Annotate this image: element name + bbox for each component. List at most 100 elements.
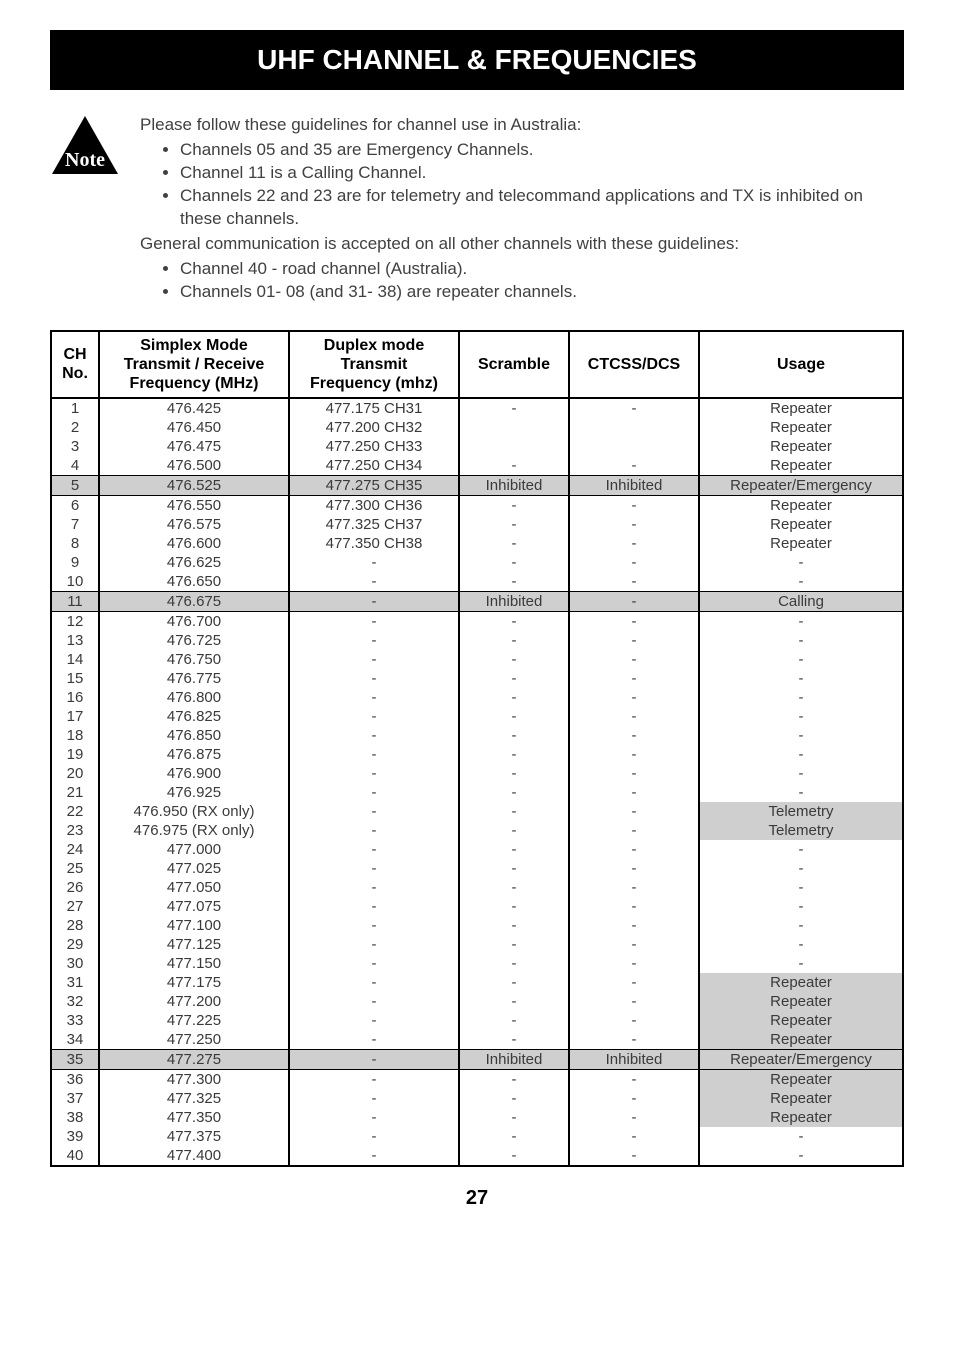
table-cell: Repeater (699, 398, 903, 418)
table-cell: 19 (51, 745, 99, 764)
table-cell: 4 (51, 456, 99, 476)
table-cell: 476.950 (RX only) (99, 802, 289, 821)
table-cell: 476.725 (99, 631, 289, 650)
table-cell: - (459, 954, 569, 973)
table-cell: Repeater (699, 992, 903, 1011)
table-cell: Repeater (699, 1030, 903, 1050)
table-cell: - (289, 1050, 459, 1070)
header-ch: CHNo. (51, 331, 99, 399)
table-row: 1476.425477.175 CH31--Repeater (51, 398, 903, 418)
table-cell: - (569, 935, 699, 954)
table-cell: - (459, 553, 569, 572)
table-cell: Inhibited (459, 1050, 569, 1070)
table-cell: 476.475 (99, 437, 289, 456)
table-cell: - (459, 398, 569, 418)
table-cell: - (569, 783, 699, 802)
table-cell (459, 437, 569, 456)
table-cell: 476.500 (99, 456, 289, 476)
table-cell: 23 (51, 821, 99, 840)
table-cell: 477.200 CH32 (289, 418, 459, 437)
table-cell: - (699, 669, 903, 688)
table-cell: - (699, 572, 903, 592)
note-bullet-2: Channel 11 is a Calling Channel. (180, 162, 904, 185)
table-cell: 477.075 (99, 897, 289, 916)
table-cell: - (459, 1108, 569, 1127)
table-cell: - (459, 878, 569, 897)
table-cell: - (459, 669, 569, 688)
table-cell: 38 (51, 1108, 99, 1127)
table-cell: 15 (51, 669, 99, 688)
table-cell: - (459, 688, 569, 707)
table-cell: 476.975 (RX only) (99, 821, 289, 840)
table-cell: - (289, 973, 459, 992)
table-cell: 477.275 (99, 1050, 289, 1070)
table-cell: 477.225 (99, 1011, 289, 1030)
table-cell: 477.300 (99, 1070, 289, 1090)
table-cell: 476.900 (99, 764, 289, 783)
table-cell: - (569, 992, 699, 1011)
table-row: 12476.700---- (51, 612, 903, 632)
note-bullet-3: Channels 22 and 23 are for telemetry and… (180, 185, 904, 231)
table-row: 10476.650---- (51, 572, 903, 592)
table-cell: - (699, 726, 903, 745)
table-cell: 476.550 (99, 496, 289, 516)
table-cell: - (289, 1070, 459, 1090)
table-cell: Repeater (699, 437, 903, 456)
table-cell: 34 (51, 1030, 99, 1050)
table-cell: - (459, 1146, 569, 1166)
table-cell: Telemetry (699, 802, 903, 821)
page-container: UHF CHANNEL & FREQUENCIES Note Please fo… (0, 0, 954, 1230)
table-row: 37477.325---Repeater (51, 1089, 903, 1108)
table-cell: - (569, 821, 699, 840)
table-cell: 476.525 (99, 476, 289, 496)
table-cell: 477.175 CH31 (289, 398, 459, 418)
table-row: 19476.875---- (51, 745, 903, 764)
table-cell: - (289, 745, 459, 764)
table-cell: - (459, 1089, 569, 1108)
table-cell: - (569, 745, 699, 764)
table-cell: - (459, 612, 569, 632)
table-cell: 477.200 (99, 992, 289, 1011)
table-cell: - (699, 1127, 903, 1146)
table-cell: - (569, 954, 699, 973)
table-cell: 5 (51, 476, 99, 496)
table-cell: 12 (51, 612, 99, 632)
table-row: 23476.975 (RX only)---Telemetry (51, 821, 903, 840)
table-cell: Repeater (699, 1089, 903, 1108)
table-cell: Repeater (699, 418, 903, 437)
table-cell: 476.850 (99, 726, 289, 745)
table-cell: 476.825 (99, 707, 289, 726)
table-cell: 33 (51, 1011, 99, 1030)
table-cell: - (459, 802, 569, 821)
table-cell: 29 (51, 935, 99, 954)
table-cell: 477.000 (99, 840, 289, 859)
table-row: 9476.625---- (51, 553, 903, 572)
table-cell: 21 (51, 783, 99, 802)
table-cell: - (459, 496, 569, 516)
table-cell: 477.350 CH38 (289, 534, 459, 553)
table-row: 36477.300---Repeater (51, 1070, 903, 1090)
table-cell: - (459, 1030, 569, 1050)
table-row: 20476.900---- (51, 764, 903, 783)
table-cell: - (569, 1127, 699, 1146)
table-cell: - (569, 726, 699, 745)
table-cell: - (459, 572, 569, 592)
table-cell: - (459, 764, 569, 783)
table-cell: 9 (51, 553, 99, 572)
table-row: 26477.050---- (51, 878, 903, 897)
table-cell: 476.575 (99, 515, 289, 534)
table-row: 2476.450477.200 CH32Repeater (51, 418, 903, 437)
table-cell: - (289, 954, 459, 973)
table-cell: 2 (51, 418, 99, 437)
table-cell: - (699, 916, 903, 935)
table-row: 30477.150---- (51, 954, 903, 973)
table-cell: 18 (51, 726, 99, 745)
table-cell: - (459, 916, 569, 935)
table-cell: 477.250 (99, 1030, 289, 1050)
table-cell: - (569, 534, 699, 553)
table-cell: - (459, 935, 569, 954)
table-cell: - (289, 821, 459, 840)
table-cell: 35 (51, 1050, 99, 1070)
note-gen-1: Channel 40 - road channel (Australia). (180, 258, 904, 281)
header-duplex: Duplex mode Transmit Frequency (mhz) (289, 331, 459, 399)
